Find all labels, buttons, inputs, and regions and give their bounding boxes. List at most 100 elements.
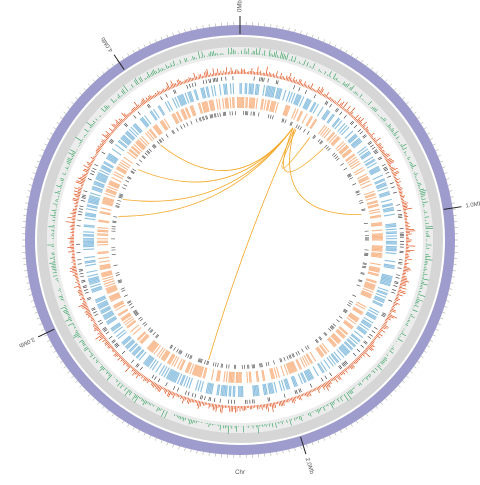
gene-track: [325, 376, 327, 379]
x-tick-label: 0Mb: [238, 0, 244, 12]
rna-track: [203, 116, 204, 120]
skew-track: [402, 276, 407, 277]
rna-track: [115, 207, 119, 208]
rna-track: [285, 120, 286, 124]
skew-track: [291, 80, 292, 83]
skew-track: [348, 366, 350, 368]
skew-track: [266, 67, 267, 76]
skew-track: [131, 112, 133, 114]
minor-tick: [410, 371, 412, 373]
skew-track: [81, 295, 83, 296]
minor-tick: [301, 446, 302, 449]
rna-track: [207, 115, 208, 119]
rna-track: [302, 349, 304, 352]
minor-tick: [390, 84, 392, 86]
minor-tick: [75, 97, 77, 99]
minor-tick: [444, 306, 447, 307]
gene-track: [83, 287, 87, 288]
rna-track: [268, 114, 269, 118]
minor-tick: [385, 79, 387, 81]
skew-track: [393, 304, 397, 306]
gene-track: [392, 289, 396, 290]
skew-track: [352, 116, 353, 118]
gene-track: [299, 389, 300, 393]
minor-tick: [295, 448, 296, 451]
minor-tick: [324, 39, 325, 42]
skew-track: [192, 399, 193, 402]
minor-tick: [306, 444, 307, 447]
minor-tick: [127, 53, 129, 56]
gene-track: [398, 214, 402, 215]
rna-track: [298, 351, 300, 355]
minor-tick: [436, 149, 439, 150]
skew-track: [75, 276, 78, 277]
gene-track: [93, 311, 97, 313]
minor-tick: [57, 356, 60, 358]
minus-strand: [372, 248, 383, 249]
gene-track: [79, 271, 83, 272]
minor-tick: [394, 88, 396, 90]
gene-track: [387, 176, 391, 178]
skew-track: [400, 195, 402, 196]
skew-track: [402, 205, 406, 206]
skew-track: [200, 401, 201, 406]
minor-tick: [318, 37, 319, 40]
minor-tick: [442, 312, 445, 313]
skew-track: [185, 397, 186, 401]
minor-tick: [340, 430, 341, 433]
skew-track: [392, 172, 394, 173]
minor-tick: [440, 318, 443, 319]
skew-track: [314, 90, 315, 92]
rna-track: [122, 188, 126, 190]
rna-track: [349, 177, 352, 179]
minor-tick: [424, 127, 427, 129]
skew-track: [374, 338, 376, 339]
skew-track: [351, 363, 355, 367]
link: [160, 128, 292, 171]
skew-track: [314, 389, 315, 392]
minor-tick: [33, 306, 36, 307]
skew-track: [186, 79, 187, 82]
rna-track: [348, 303, 351, 305]
minor-tick: [75, 381, 77, 383]
rna-track: [143, 322, 146, 325]
minor-tick: [390, 394, 392, 396]
skew-track: [93, 157, 95, 158]
skew-track: [269, 72, 270, 76]
minor-tick: [277, 25, 278, 28]
skew-track: [380, 149, 382, 150]
skew-track: [334, 101, 336, 103]
minor-tick: [167, 35, 168, 38]
skew-track: [204, 72, 205, 77]
rna-track: [361, 209, 365, 210]
minor-tick: [312, 35, 313, 38]
skew-track: [205, 402, 206, 405]
minor-tick: [191, 449, 192, 452]
plus-strand: [198, 381, 201, 392]
gene-track: [102, 152, 105, 154]
gene-track: [214, 398, 215, 402]
gene-track: [344, 115, 347, 118]
skew-track: [202, 76, 203, 78]
plus-strand: [162, 366, 168, 376]
skew-track: [275, 75, 276, 77]
minus-strand: [362, 184, 372, 188]
skew-track: [401, 282, 407, 283]
minor-tick: [406, 376, 408, 378]
skew-track: [94, 322, 96, 323]
minor-tick: [155, 438, 156, 441]
skew-track: [317, 387, 320, 393]
skew-track: [76, 202, 78, 203]
gene-track: [173, 386, 175, 390]
skew-track: [401, 201, 404, 202]
gene-track: [166, 383, 168, 387]
skew-track: [280, 401, 281, 406]
minor-tick: [42, 149, 45, 150]
minor-tick: [446, 179, 449, 180]
skew-track: [267, 404, 268, 412]
axis-label: Chr: [235, 470, 245, 476]
plus-strand: [253, 84, 254, 95]
rna-track: [115, 272, 119, 273]
skew-track: [112, 348, 114, 350]
skew-track: [165, 89, 166, 91]
